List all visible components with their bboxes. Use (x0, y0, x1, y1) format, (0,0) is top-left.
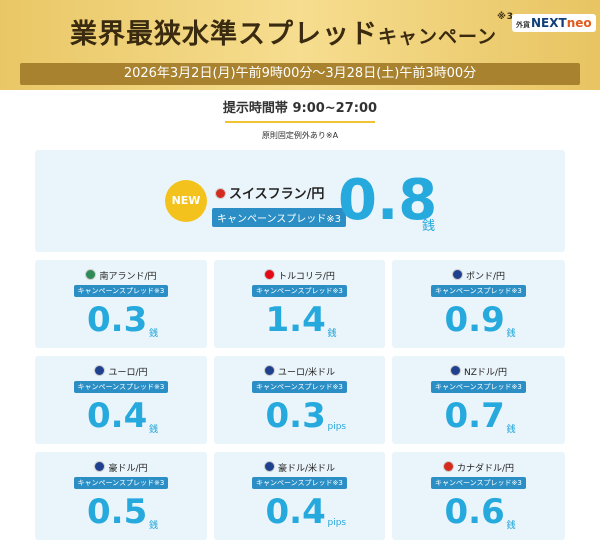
campaign-tag: キャンペーンスプレッド※3 (431, 381, 526, 393)
spread-value: 1.4 (265, 300, 326, 340)
card: ユーロ/円キャンペーンスプレッド※3 0.4 銭 (35, 356, 207, 444)
logo-small: 外貨 (516, 21, 530, 29)
unit: pips (327, 518, 347, 528)
pair-label: ユーロ/円 (108, 368, 148, 378)
flag (94, 365, 106, 376)
campaign-tag: キャンペーンスプレッド※3 (431, 477, 526, 489)
unit: 銭 (506, 521, 516, 531)
pair-label: カナダドル/円 (456, 464, 515, 474)
pair: カナダドル/円 (392, 461, 565, 474)
date-bar: 2026年3月2日(月)午前9時00分～3月28日(土)午前3時00分 (20, 63, 580, 85)
flag (442, 461, 454, 472)
card: NZドル/円キャンペーンスプレッド※3 0.7 銭 (392, 356, 565, 444)
card: 豪ドル/円キャンペーンスプレッド※3 0.5 銭 (35, 452, 207, 540)
campaign-tag: キャンペーンスプレッド※3 (212, 208, 347, 227)
spread-value: 0.9 (444, 300, 505, 340)
flag (215, 188, 226, 199)
pair-label: 南アランド/円 (99, 272, 157, 282)
pair-label: NZドル/円 (464, 368, 507, 378)
flag (85, 269, 97, 280)
title-suffix: キャンペーン (378, 26, 498, 48)
card: ユーロ/米ドルキャンペーンスプレッド※3 0.3 pips (214, 356, 385, 444)
flag (450, 365, 462, 376)
title-note: ※3 (497, 12, 515, 22)
unit: 銭 (422, 219, 436, 234)
card: 豪ドル/米ドルキャンペーンスプレッド※3 0.4 pips (214, 452, 385, 540)
card: カナダドル/円キャンペーンスプレッド※3 0.6 銭 (392, 452, 565, 540)
campaign-tag: キャンペーンスプレッド※3 (73, 285, 169, 297)
pair-label: 豪ドル/米ドル (277, 464, 336, 474)
campaign-tag: キャンペーンスプレッド※3 (252, 285, 347, 297)
title-main: 業界最狭水準スプレッド (70, 19, 378, 50)
spread-value: 0.7 (444, 396, 505, 436)
note: 原則固定例外あり※A (261, 131, 339, 140)
new-badge: NEW (165, 180, 207, 222)
logo-main: NEXT (531, 16, 567, 30)
logo-neo: neo (566, 16, 592, 30)
unit: 銭 (149, 521, 159, 531)
flag (264, 269, 276, 280)
pair: NZドル/円 (392, 365, 565, 378)
spread-value: 0.4 (265, 492, 326, 532)
unit: 銭 (149, 425, 159, 435)
campaign-tag: キャンペーンスプレッド※3 (252, 477, 347, 489)
pair-label: 豪ドル/円 (108, 464, 148, 474)
flag (451, 269, 463, 280)
unit: pips (327, 422, 347, 432)
spread-value: 0.5 (87, 492, 148, 532)
spread-value: 0.4 (87, 396, 148, 436)
logo: 外貨NEXTneo (512, 14, 596, 32)
pair: 豪ドル/米ドル (214, 461, 385, 474)
time-band: 提示時間帯 9:00~27:00 (222, 101, 378, 116)
flag (94, 461, 106, 472)
unit: 銭 (506, 425, 516, 435)
campaign-tag: キャンペーンスプレッド※3 (73, 477, 169, 489)
spread-value: 0.6 (444, 492, 505, 532)
unit: 銭 (506, 329, 516, 339)
pair: 南アランド/円 (35, 269, 207, 282)
pair: トルコリラ/円 (214, 269, 385, 282)
card: ポンド/円キャンペーンスプレッド※3 0.9 銭 (392, 260, 565, 348)
spread-value: 0.3 (265, 396, 326, 436)
pair-label: ポンド/円 (465, 272, 506, 282)
campaign-tag: キャンペーンスプレッド※3 (252, 381, 347, 393)
spread-value: 0.3 (87, 300, 148, 340)
unit: 銭 (149, 329, 159, 339)
pair: ユーロ/円 (35, 365, 207, 378)
flag (263, 365, 275, 376)
pair: 豪ドル/円 (35, 461, 207, 474)
pair-label: トルコリラ/円 (278, 272, 335, 282)
spread-value: 0.8 (338, 168, 438, 233)
unit: 銭 (327, 329, 337, 339)
featured-card (35, 150, 565, 252)
campaign-tag: キャンペーンスプレッド※3 (73, 381, 169, 393)
pair-label: ユーロ/米ドル (277, 368, 336, 378)
featured-pair: スイスフラン/円 (215, 183, 324, 202)
flag (263, 461, 275, 472)
pair: ポンド/円 (392, 269, 565, 282)
underline (225, 121, 375, 123)
pair: ユーロ/米ドル (214, 365, 385, 378)
pair-label: スイスフラン/円 (229, 187, 325, 202)
campaign-tag: キャンペーンスプレッド※3 (431, 285, 526, 297)
card: トルコリラ/円キャンペーンスプレッド※3 1.4 銭 (214, 260, 385, 348)
card: 南アランド/円キャンペーンスプレッド※3 0.3 銭 (35, 260, 207, 348)
title: 業界最狭水準スプレッドキャンペーン ※3 (70, 12, 514, 51)
